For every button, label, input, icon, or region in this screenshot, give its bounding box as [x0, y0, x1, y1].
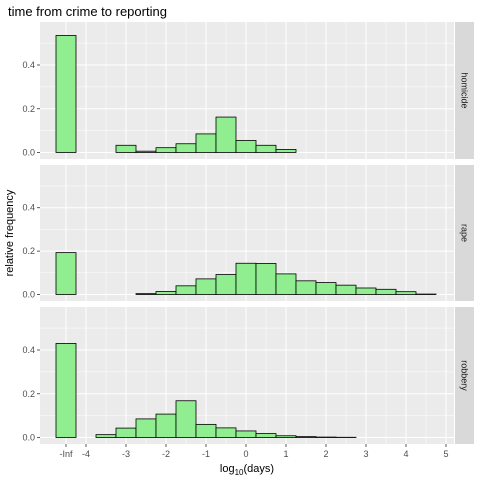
- y-tick-label: 0.2: [22, 246, 35, 256]
- histogram-bar: [215, 274, 237, 295]
- histogram-bar: [295, 436, 317, 438]
- y-axis-label: relative frequency: [4, 189, 16, 276]
- histogram-bar: [175, 143, 197, 153]
- x-tick-label: 1: [283, 449, 288, 459]
- histogram-bar: [215, 116, 237, 153]
- histogram-bar: [275, 149, 297, 153]
- histogram-bar: [395, 291, 417, 295]
- histogram-bar: [115, 144, 137, 153]
- panel-background: [40, 307, 454, 444]
- x-tick-label: 2: [323, 449, 328, 459]
- histogram-bar: [255, 144, 277, 153]
- x-tick-label: -4: [82, 449, 90, 459]
- histogram-bar: [195, 278, 217, 295]
- x-tick-label: 5: [443, 449, 448, 459]
- histogram-bar: [95, 434, 117, 438]
- histogram-bar: [115, 427, 137, 438]
- histogram-bar-inf: [55, 252, 77, 295]
- x-tick-label: -Inf: [59, 449, 73, 459]
- histogram-bar: [135, 293, 157, 295]
- y-tick-label: 0.4: [22, 345, 35, 355]
- x-tick-label: 0: [243, 449, 248, 459]
- facet-strip-label: rape: [460, 224, 470, 242]
- histogram-bar: [235, 140, 257, 153]
- histogram-bar: [355, 287, 377, 295]
- histogram-bar: [275, 435, 297, 438]
- histogram-bar: [235, 430, 257, 438]
- x-tick-label: -3: [122, 449, 130, 459]
- x-tick-label: 4: [403, 449, 408, 459]
- histogram-bar: [135, 150, 157, 153]
- histogram-bar: [155, 413, 177, 438]
- x-tick-label: 3: [363, 449, 368, 459]
- histogram-bar: [155, 291, 177, 295]
- y-tick-label: 0.0: [22, 433, 35, 443]
- histogram-bar: [195, 133, 217, 153]
- histogram-bar: [255, 263, 277, 295]
- histogram-bar: [255, 433, 277, 438]
- histogram-bar: [335, 284, 357, 295]
- y-tick-label: 0.0: [22, 148, 35, 158]
- y-tick-label: 0.4: [22, 203, 35, 213]
- histogram-bar: [175, 285, 197, 295]
- histogram-bar: [315, 282, 337, 295]
- histogram-bar: [295, 280, 317, 295]
- facet-strip-label: robbery: [460, 360, 470, 391]
- x-tick-label: -1: [202, 449, 210, 459]
- histogram-bar: [135, 418, 157, 438]
- histogram-bar: [235, 262, 257, 295]
- y-tick-label: 0.2: [22, 389, 35, 399]
- y-tick-label: 0.0: [22, 290, 35, 300]
- panel-background: [40, 22, 454, 159]
- x-tick-label: -2: [162, 449, 170, 459]
- y-tick-label: 0.2: [22, 104, 35, 114]
- facet-strip-label: homicide: [460, 72, 470, 108]
- facet-strip: [455, 22, 474, 159]
- histogram-bar: [215, 427, 237, 438]
- chart-title: time from crime to reporting: [8, 4, 167, 19]
- histogram-bar: [195, 423, 217, 438]
- facet-strip: [455, 307, 474, 444]
- histogram-bar: [155, 147, 177, 153]
- histogram-bar: [275, 273, 297, 295]
- histogram-bar-inf: [55, 35, 77, 153]
- histogram-bar: [175, 400, 197, 438]
- histogram-bar-inf: [55, 343, 77, 438]
- y-tick-label: 0.4: [22, 60, 35, 70]
- x-axis-label: log10(days): [220, 463, 274, 477]
- facet-strip: [455, 165, 474, 301]
- histogram-bar: [375, 288, 397, 295]
